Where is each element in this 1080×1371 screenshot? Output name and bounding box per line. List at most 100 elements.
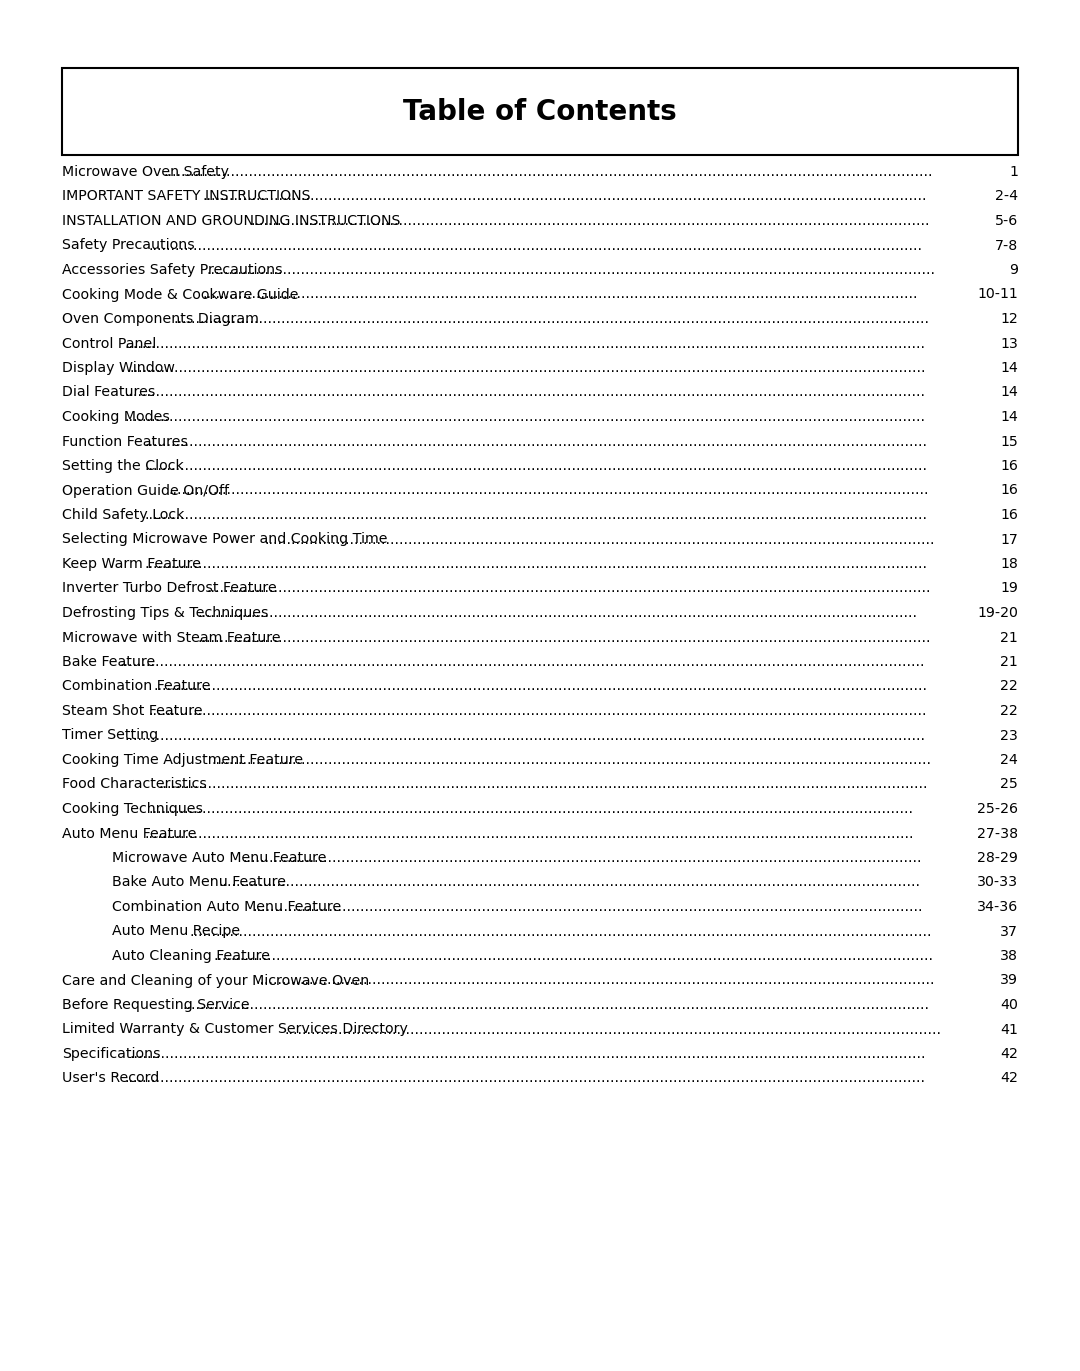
- Text: 10-11: 10-11: [977, 288, 1018, 302]
- Text: ................................................................................: ........................................…: [125, 728, 926, 743]
- Text: 17: 17: [1000, 532, 1018, 547]
- Text: Display Window: Display Window: [62, 361, 175, 376]
- Text: ................................................................................: ........................................…: [125, 1072, 926, 1086]
- Text: INSTALLATION AND GROUNDING INSTRUCTIONS: INSTALLATION AND GROUNDING INSTRUCTIONS: [62, 214, 401, 228]
- Text: ................................................................................: ........................................…: [214, 949, 933, 962]
- Text: Inverter Turbo Defrost Feature: Inverter Turbo Defrost Feature: [62, 581, 276, 595]
- Text: Bake Auto Menu Feature: Bake Auto Menu Feature: [112, 876, 286, 890]
- Text: 37: 37: [1000, 924, 1018, 939]
- Text: 16: 16: [1000, 509, 1018, 522]
- Text: Oven Components Diagram: Oven Components Diagram: [62, 313, 259, 326]
- Text: Microwave Auto Menu Feature: Microwave Auto Menu Feature: [112, 851, 326, 865]
- Text: ................................................................................: ........................................…: [207, 263, 936, 277]
- Text: 42: 42: [1000, 1047, 1018, 1061]
- Text: ................................................................................: ........................................…: [149, 703, 928, 718]
- Text: Child Safety Lock: Child Safety Lock: [62, 509, 185, 522]
- Text: ................................................................................: ........................................…: [168, 484, 929, 498]
- Text: 25-26: 25-26: [977, 802, 1018, 816]
- Text: Bake Feature: Bake Feature: [62, 655, 156, 669]
- Text: ................................................................................: ........................................…: [153, 680, 928, 694]
- Text: ................................................................................: ........................................…: [202, 189, 927, 203]
- Text: ................................................................................: ........................................…: [189, 924, 932, 939]
- Text: ................................................................................: ........................................…: [183, 998, 930, 1012]
- Text: IMPORTANT SAFETY INSTRUCTIONS: IMPORTANT SAFETY INSTRUCTIONS: [62, 189, 311, 203]
- Text: ................................................................................: ........................................…: [159, 777, 928, 791]
- Text: Food Characteristics: Food Characteristics: [62, 777, 207, 791]
- Text: 5-6: 5-6: [995, 214, 1018, 228]
- Text: Defrosting Tips & Techniques: Defrosting Tips & Techniques: [62, 606, 269, 620]
- Text: ................................................................................: ........................................…: [125, 336, 926, 351]
- Text: Selecting Microwave Power and Cooking Time: Selecting Microwave Power and Cooking Ti…: [62, 532, 388, 547]
- Text: ................................................................................: ........................................…: [149, 802, 914, 816]
- Text: 16: 16: [1000, 459, 1018, 473]
- Text: 14: 14: [1000, 385, 1018, 399]
- Text: ................................................................................: ........................................…: [265, 532, 935, 547]
- Text: Control Panel: Control Panel: [62, 336, 157, 351]
- Text: ................................................................................: ........................................…: [218, 876, 920, 890]
- Text: Accessories Safety Precautions: Accessories Safety Precautions: [62, 263, 283, 277]
- Bar: [62, 69, 1018, 155]
- Text: ................................................................................: ........................................…: [149, 239, 923, 252]
- Text: Specifications: Specifications: [62, 1047, 161, 1061]
- Text: ................................................................................: ........................................…: [130, 1047, 927, 1061]
- Text: 27-38: 27-38: [977, 827, 1018, 840]
- Text: ................................................................................: ........................................…: [144, 827, 914, 840]
- Text: 28-29: 28-29: [977, 851, 1018, 865]
- Text: Steam Shot Feature: Steam Shot Feature: [62, 703, 203, 718]
- Text: ................................................................................: ........................................…: [202, 288, 918, 302]
- Text: 7-8: 7-8: [995, 239, 1018, 252]
- Text: Setting the Clock: Setting the Clock: [62, 459, 184, 473]
- Text: ................................................................................: ........................................…: [252, 899, 922, 914]
- Text: ................................................................................: ........................................…: [284, 1023, 941, 1036]
- Text: 14: 14: [1000, 410, 1018, 424]
- Text: Auto Menu Recipe: Auto Menu Recipe: [112, 924, 240, 939]
- Text: 24: 24: [1000, 753, 1018, 766]
- Text: ................................................................................: ........................................…: [242, 851, 922, 865]
- Text: 15: 15: [1000, 435, 1018, 448]
- Text: Combination Auto Menu Feature: Combination Auto Menu Feature: [112, 899, 341, 914]
- Text: 30-33: 30-33: [977, 876, 1018, 890]
- Text: ................................................................................: ........................................…: [130, 361, 927, 376]
- Text: Table of Contents: Table of Contents: [403, 97, 677, 126]
- Text: 41: 41: [1000, 1023, 1018, 1036]
- Text: Keep Warm Feature: Keep Warm Feature: [62, 557, 201, 570]
- Text: ................................................................................: ........................................…: [144, 435, 927, 448]
- Text: 22: 22: [1000, 703, 1018, 718]
- Text: Safety Precautions: Safety Precautions: [62, 239, 194, 252]
- Text: Microwave with Steam Feature: Microwave with Steam Feature: [62, 631, 281, 644]
- Text: ................................................................................: ........................................…: [144, 557, 927, 570]
- Text: ................................................................................: ........................................…: [144, 459, 927, 473]
- Text: 16: 16: [1000, 484, 1018, 498]
- Text: 14: 14: [1000, 361, 1018, 376]
- Text: Before Requesting Service: Before Requesting Service: [62, 998, 249, 1012]
- Text: 22: 22: [1000, 680, 1018, 694]
- Text: ................................................................................: ........................................…: [198, 631, 931, 644]
- Text: 19-20: 19-20: [977, 606, 1018, 620]
- Text: Dial Features: Dial Features: [62, 385, 156, 399]
- Text: Cooking Mode & Cookware Guide: Cooking Mode & Cookware Guide: [62, 288, 298, 302]
- Text: Cooking Modes: Cooking Modes: [62, 410, 170, 424]
- Text: Cooking Techniques: Cooking Techniques: [62, 802, 203, 816]
- Text: 21: 21: [1000, 655, 1018, 669]
- Text: 9: 9: [1009, 263, 1018, 277]
- Text: User's Record: User's Record: [62, 1072, 159, 1086]
- Text: Auto Menu Feature: Auto Menu Feature: [62, 827, 197, 840]
- Text: ................................................................................: ........................................…: [212, 753, 932, 766]
- Text: ................................................................................: ........................................…: [163, 165, 933, 180]
- Text: 23: 23: [1000, 728, 1018, 743]
- Text: ................................................................................: ........................................…: [255, 973, 934, 987]
- Text: Combination Feature: Combination Feature: [62, 680, 211, 694]
- Text: ................................................................................: ........................................…: [125, 410, 926, 424]
- Text: 25: 25: [1000, 777, 1018, 791]
- Text: Function Features: Function Features: [62, 435, 188, 448]
- Text: ................................................................................: ........................................…: [198, 606, 917, 620]
- Text: 1: 1: [1009, 165, 1018, 180]
- Text: 42: 42: [1000, 1072, 1018, 1086]
- Text: 38: 38: [1000, 949, 1018, 962]
- Text: Operation Guide On/Off: Operation Guide On/Off: [62, 484, 229, 498]
- Text: 12: 12: [1000, 313, 1018, 326]
- Text: 39: 39: [1000, 973, 1018, 987]
- Text: ................................................................................: ........................................…: [144, 509, 927, 522]
- Text: 40: 40: [1000, 998, 1018, 1012]
- Text: Timer Setting: Timer Setting: [62, 728, 158, 743]
